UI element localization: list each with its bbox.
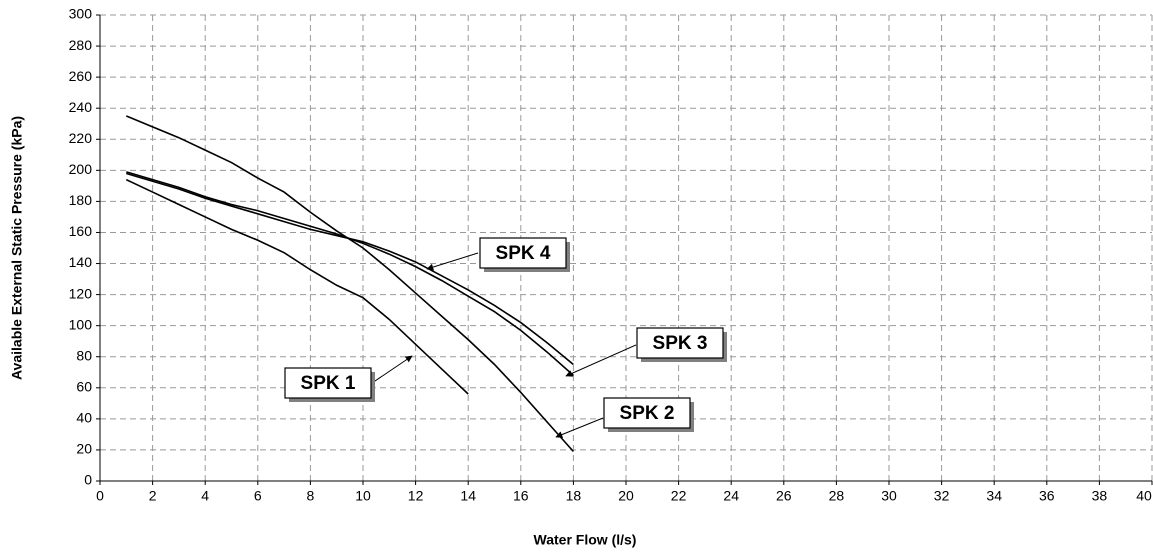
x-tick-label: 40 [1136, 488, 1152, 504]
y-tick-label: 100 [69, 316, 93, 332]
x-tick-label: 28 [829, 488, 845, 504]
series-label: SPK 4 [496, 243, 551, 264]
y-axis-title: Available External Static Pressure (kPa) [9, 116, 25, 380]
series-line [126, 171, 574, 376]
series-label: SPK 3 [653, 333, 708, 354]
y-tick-label: 60 [76, 379, 92, 395]
x-tick-label: 26 [776, 488, 792, 504]
label-box [636, 327, 724, 359]
x-tick-label: 10 [355, 488, 371, 504]
label-arrow [565, 344, 637, 377]
y-tick-label: 0 [84, 472, 92, 488]
y-tick-label: 160 [69, 223, 93, 239]
y-tick-label: 300 [69, 6, 93, 22]
y-tick-label: 20 [76, 441, 92, 457]
x-tick-label: 30 [881, 488, 897, 504]
series-label: SPK 2 [620, 403, 675, 424]
y-tick-label: 260 [69, 68, 93, 84]
y-tick-label: 40 [76, 410, 92, 426]
x-tick-label: 24 [723, 488, 739, 504]
y-tick-label: 120 [69, 285, 93, 301]
x-tick-label: 8 [307, 488, 315, 504]
label-arrow [371, 355, 413, 384]
x-tick-label: 38 [1092, 488, 1108, 504]
x-tick-label: 22 [671, 488, 687, 504]
y-tick-label: 80 [76, 347, 92, 363]
y-tick-label: 200 [69, 161, 93, 177]
y-tick-label: 240 [69, 99, 93, 115]
x-tick-label: 2 [149, 488, 157, 504]
x-tick-label: 4 [201, 488, 209, 504]
x-tick-label: 6 [254, 488, 262, 504]
y-tick-label: 220 [69, 130, 93, 146]
x-axis-title: Water Flow (l/s) [534, 532, 637, 548]
label-box [479, 237, 567, 269]
x-tick-label: 32 [934, 488, 950, 504]
label-box [284, 367, 372, 399]
label-arrow [555, 417, 604, 438]
x-tick-label: 16 [513, 488, 529, 504]
x-tick-label: 34 [986, 488, 1002, 504]
y-tick-label: 180 [69, 192, 93, 208]
series-label: SPK 1 [301, 373, 356, 394]
series-line [125, 178, 469, 395]
x-tick-label: 20 [618, 488, 634, 504]
series-line [126, 172, 574, 366]
y-tick-label: 280 [69, 37, 93, 53]
y-tick-label: 140 [69, 254, 93, 270]
label-box [603, 397, 691, 429]
x-tick-label: 14 [460, 488, 476, 504]
x-tick-label: 12 [408, 488, 424, 504]
label-arrow [426, 252, 479, 271]
x-tick-label: 18 [566, 488, 582, 504]
x-tick-label: 0 [96, 488, 104, 504]
x-tick-label: 36 [1039, 488, 1055, 504]
